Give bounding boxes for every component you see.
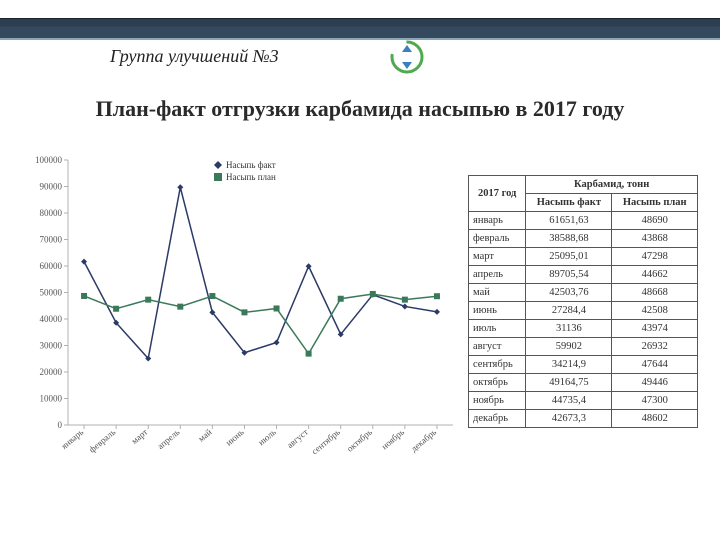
svg-text:июль: июль xyxy=(256,427,278,447)
col-year: 2017 год xyxy=(469,176,526,212)
svg-text:май: май xyxy=(196,427,214,444)
line-chart: 0 10000 20000 30000 40000 50000 60000 70000 8000… xyxy=(18,150,458,480)
table-row: февраль38588,6843868 xyxy=(469,230,698,248)
svg-text:ноябрь: ноябрь xyxy=(379,427,406,452)
svg-text:август: август xyxy=(285,427,310,450)
svg-text:0: 0 xyxy=(58,420,63,430)
svg-text:июнь: июнь xyxy=(224,427,246,448)
col-plan: Насыпь план xyxy=(612,194,698,212)
table-row: сентябрь34214,947644 xyxy=(469,356,698,374)
svg-text:90000: 90000 xyxy=(40,182,63,192)
table-row: январь61651,6348690 xyxy=(469,212,698,230)
svg-text:20000: 20000 xyxy=(40,367,63,377)
table-row: июнь27284,442508 xyxy=(469,302,698,320)
svg-text:сентябрь: сентябрь xyxy=(309,427,342,457)
subtitle: Группа улучшений №3 xyxy=(110,46,279,67)
svg-text:40000: 40000 xyxy=(40,314,63,324)
table-row: август5990226932 xyxy=(469,338,698,356)
svg-text:50000: 50000 xyxy=(40,288,63,298)
table-row: ноябрь44735,447300 xyxy=(469,392,698,410)
svg-text:10000: 10000 xyxy=(40,394,63,404)
col-group: Карбамид, тонн xyxy=(526,176,698,194)
svg-text:декабрь: декабрь xyxy=(409,427,438,454)
svg-text:апрель: апрель xyxy=(155,427,181,451)
data-table: 2017 год Карбамид, тонн Насыпь факт Насы… xyxy=(468,175,698,480)
svg-text:март: март xyxy=(129,427,149,446)
svg-text:70000: 70000 xyxy=(40,235,63,245)
svg-text:60000: 60000 xyxy=(40,261,63,271)
svg-text:январь: январь xyxy=(59,427,85,451)
svg-text:февраль: февраль xyxy=(87,427,117,455)
col-fact: Насыпь факт xyxy=(526,194,612,212)
table-row: май42503,7648668 xyxy=(469,284,698,302)
table-row: июль3113643974 xyxy=(469,320,698,338)
svg-text:100000: 100000 xyxy=(35,155,63,165)
page-title: План-факт отгрузки карбамида насыпью в 2… xyxy=(0,96,720,122)
logo-icon xyxy=(390,40,424,74)
table-row: октябрь49164,7549446 xyxy=(469,374,698,392)
svg-text:октябрь: октябрь xyxy=(345,427,374,454)
svg-text:Насыпь факт: Насыпь факт xyxy=(226,160,276,170)
svg-text:Насыпь план: Насыпь план xyxy=(226,172,276,182)
svg-text:30000: 30000 xyxy=(40,341,63,351)
table-row: март25095,0147298 xyxy=(469,248,698,266)
header-band xyxy=(0,18,720,40)
table-row: апрель89705,5444662 xyxy=(469,266,698,284)
table-row: декабрь42673,348602 xyxy=(469,410,698,428)
svg-text:80000: 80000 xyxy=(40,208,63,218)
